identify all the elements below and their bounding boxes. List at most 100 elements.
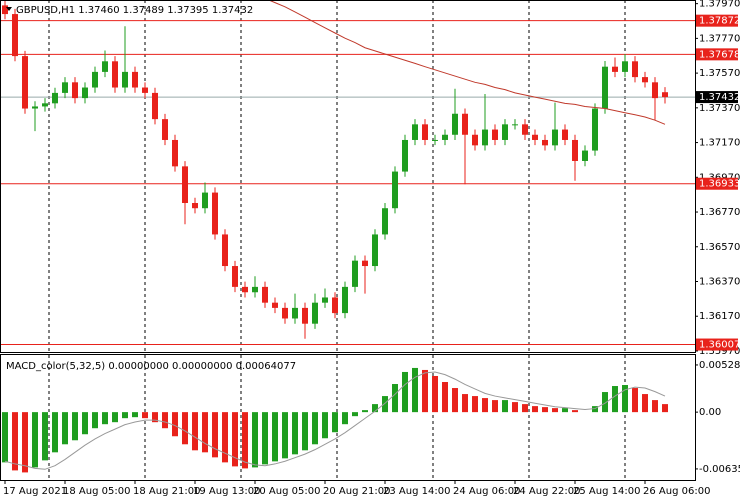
candle-body — [152, 92, 158, 120]
x-tick-label: 19 Aug 13:00 — [193, 486, 260, 497]
candle-body — [112, 61, 118, 88]
y-tick-label: 1.36370 — [699, 276, 740, 287]
candle-body — [32, 106, 38, 109]
candle-body — [182, 166, 188, 204]
macd-bar — [352, 412, 358, 417]
candle-body — [72, 82, 78, 99]
macd-bar — [322, 412, 328, 439]
candle-body — [162, 119, 168, 140]
candle-body — [332, 297, 338, 314]
macd-bar — [462, 394, 468, 413]
macd-frame — [0, 354, 696, 481]
macd-bar — [422, 369, 428, 413]
x-tick-label: 20 Aug 21:00 — [323, 486, 390, 497]
candle-body — [582, 150, 588, 161]
macd-bar — [172, 412, 178, 437]
moving-average — [269, 1, 666, 125]
macd-bar — [632, 388, 638, 413]
candle-body — [382, 208, 388, 235]
candle-body — [102, 61, 108, 72]
main-frame — [0, 0, 696, 353]
candle-body — [442, 134, 448, 140]
candle-body — [622, 61, 628, 72]
macd-bar — [52, 412, 58, 453]
y-tick-label: 1.35970 — [699, 346, 740, 357]
x-tick-label: 17 Aug 2021 — [3, 486, 67, 497]
y2-tick-label: -0.006359 — [699, 464, 740, 475]
candle-body — [532, 134, 538, 140]
candle-body — [502, 124, 508, 140]
macd-bar — [252, 412, 258, 468]
macd-bar — [132, 412, 138, 418]
candle-body — [462, 113, 468, 135]
macd-bar — [92, 412, 98, 429]
axes: 1.37970 1.37770 1.37570 1.37370 1.37170 1.369… — [3, 0, 740, 497]
candle-body — [2, 5, 8, 15]
y-tick-label: 1.37970 — [699, 0, 740, 10]
candle-body — [52, 92, 58, 104]
macd-bar — [282, 412, 288, 459]
y-tick-label: 1.37170 — [699, 138, 740, 149]
candle-body — [542, 139, 548, 146]
macd-bar — [472, 396, 478, 413]
macd-bar — [492, 400, 498, 413]
macd-bar — [32, 412, 38, 468]
macd-bar — [332, 412, 338, 433]
candle-body — [572, 139, 578, 161]
candle-body — [632, 61, 638, 78]
candle-body — [402, 139, 408, 172]
candle-body — [242, 286, 248, 293]
macd-bar — [222, 412, 228, 463]
candle-body — [302, 307, 308, 324]
candle-body — [222, 234, 228, 267]
candle-body — [652, 82, 658, 99]
macd-bar — [152, 412, 158, 423]
candle-body — [192, 203, 198, 209]
y-tick-label: 1.37370 — [699, 103, 740, 114]
macd-bar — [662, 404, 668, 413]
level-label-box — [696, 14, 738, 27]
candle-body — [42, 103, 48, 107]
candle-body — [602, 66, 608, 109]
macd-bar — [482, 398, 488, 413]
macd-bar — [542, 407, 548, 413]
candle-body — [412, 124, 418, 140]
candle-body — [472, 134, 478, 146]
x-tick-label: 18 Aug 05:00 — [63, 486, 130, 497]
x-tick-label: 24 Aug 22:00 — [513, 486, 580, 497]
candle-body — [82, 87, 88, 99]
candle-body — [492, 129, 498, 140]
candle-body — [202, 192, 208, 209]
x-tick-label: 25 Aug 14:00 — [573, 486, 640, 497]
macd-bar — [642, 394, 648, 413]
x-tick-label: 24 Aug 06:00 — [453, 486, 520, 497]
candle-body — [262, 286, 268, 303]
candle-body — [562, 129, 568, 140]
macd-bar — [122, 412, 128, 419]
candle-body — [522, 124, 528, 135]
y-tick-label: 1.36170 — [699, 311, 740, 322]
y2-tick-label: 0.00 — [699, 407, 721, 418]
macd-bar — [72, 412, 78, 441]
macd-bar — [312, 412, 318, 445]
candle-body — [92, 71, 98, 88]
candle-body — [342, 286, 348, 314]
macd-bar — [452, 388, 458, 413]
macd-bar — [372, 404, 378, 413]
candle-body — [512, 124, 518, 126]
candle-body — [352, 260, 358, 287]
macd-bar — [302, 412, 308, 451]
macd-bar — [412, 367, 418, 413]
candle-body — [282, 307, 288, 319]
candle-body — [172, 139, 178, 167]
current-price-box — [696, 91, 738, 104]
macd-panel — [2, 355, 668, 480]
candle-body — [62, 82, 68, 93]
candle-body — [142, 87, 148, 93]
current-price-label: 1.37432 — [699, 92, 740, 103]
macd-bar — [442, 382, 448, 413]
y-tick-label: 1.36570 — [699, 242, 740, 253]
candle-body — [432, 139, 438, 141]
macd-bar — [502, 400, 508, 413]
